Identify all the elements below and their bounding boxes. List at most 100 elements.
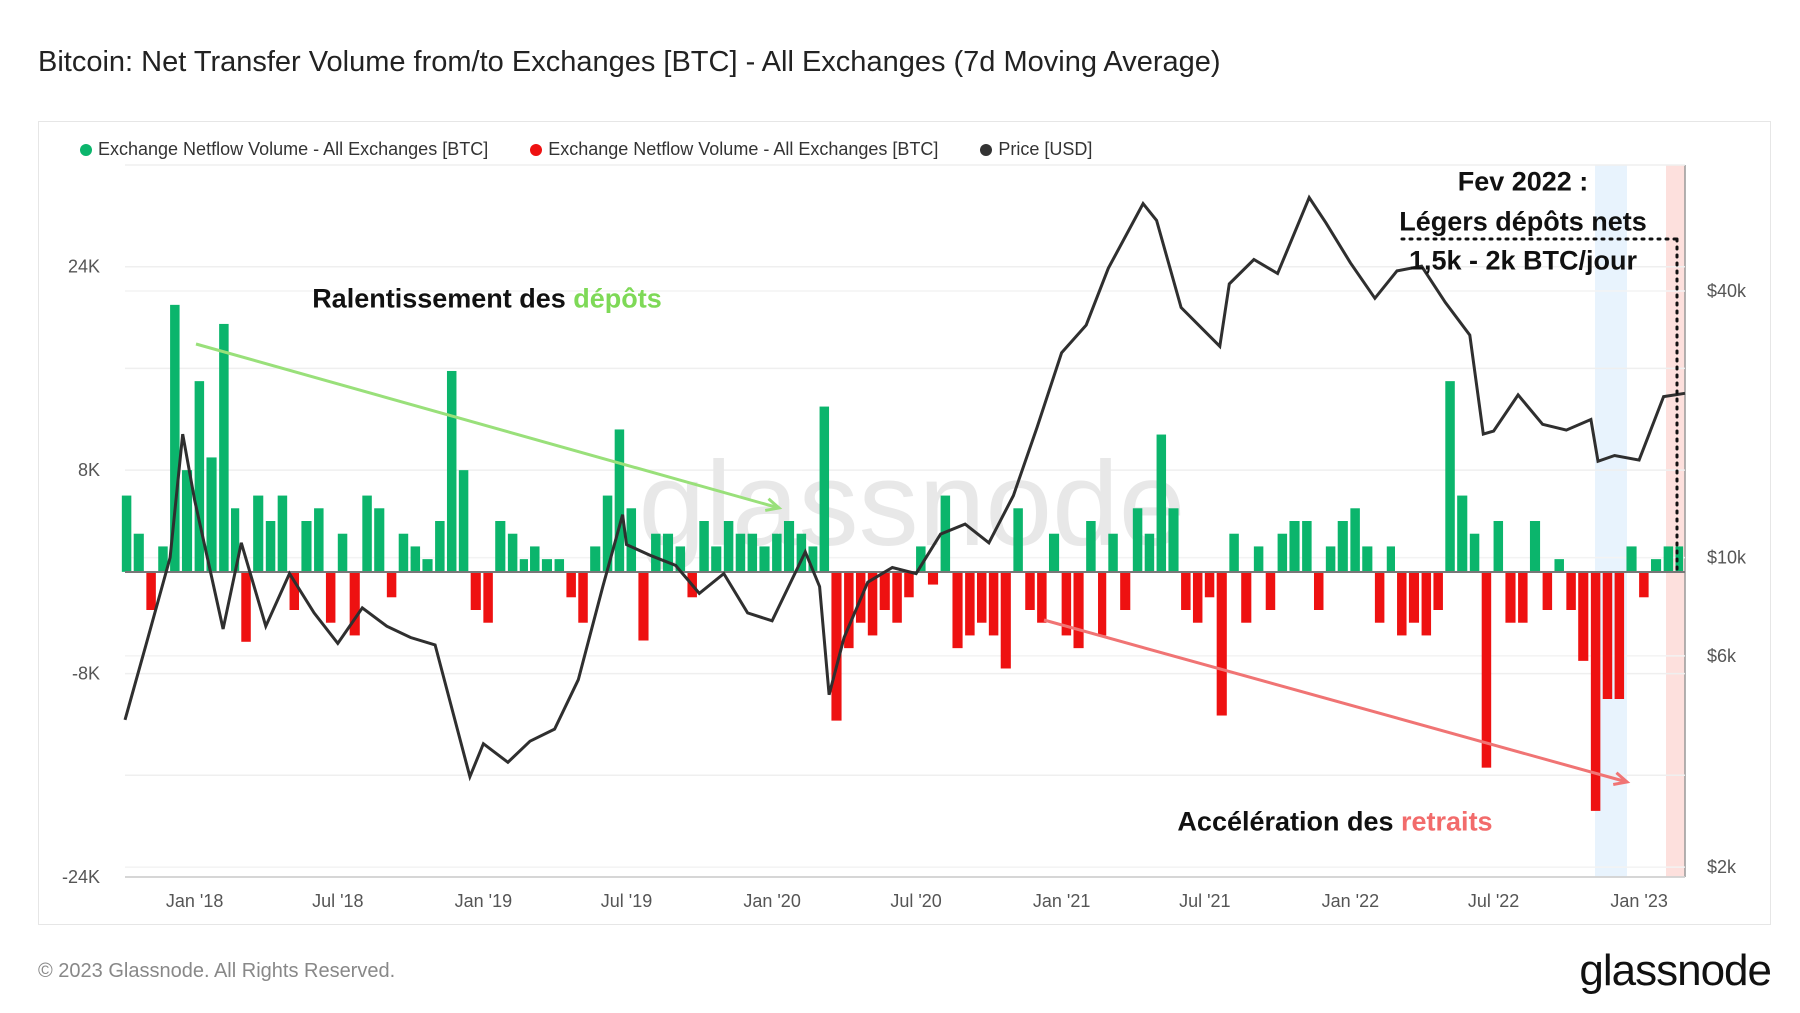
legend: Exchange Netflow Volume - All Exchanges … — [80, 139, 1092, 160]
netflow-bar-positive — [1650, 559, 1662, 572]
netflow-bar-positive — [1253, 546, 1264, 572]
netflow-bar-positive — [614, 429, 625, 572]
trend-arrow-withdrawals — [1043, 618, 1628, 784]
netflow-bar-negative — [1204, 571, 1215, 598]
netflow-bar-negative — [844, 571, 854, 649]
legend-item-netflow-negative[interactable]: Exchange Netflow Volume - All Exchanges … — [530, 139, 938, 160]
x-tick-label: Jan '22 — [1322, 891, 1379, 911]
netflow-bar-positive — [916, 546, 926, 572]
x-tick-label: Jan '19 — [455, 891, 512, 911]
netflow-bar-positive — [541, 559, 553, 572]
netflow-bar-positive — [410, 546, 421, 572]
netflow-bar-negative — [1590, 571, 1601, 811]
netflow-bar-positive — [1675, 546, 1684, 572]
legend-dot-icon — [530, 143, 543, 156]
netflow-bar-positive — [458, 470, 469, 572]
x-tick-label: Jul '18 — [312, 891, 363, 911]
netflow-bar-negative — [386, 571, 397, 598]
annotation-fev-line2: 1,5k - 2k BTC/jour — [1408, 245, 1638, 276]
netflow-bar-negative — [578, 571, 588, 623]
x-tick-label: Jan '21 — [1033, 891, 1090, 911]
netflow-bar-positive — [651, 533, 661, 572]
glassnode-logo[interactable]: glassnode — [1579, 946, 1772, 995]
netflow-bar-negative — [965, 571, 975, 636]
annotation-withdrawals: Accélération des retraits — [1177, 807, 1492, 838]
netflow-bar-negative — [1505, 571, 1516, 623]
netflow-bar-positive — [759, 546, 770, 572]
chart-frame — [38, 121, 1771, 925]
netflow-bar-negative — [349, 571, 360, 636]
netflow-bar-positive — [1626, 546, 1637, 572]
netflow-bar-negative — [470, 571, 481, 610]
netflow-bar-positive — [1144, 533, 1155, 572]
netflow-bar-positive — [819, 406, 830, 572]
netflow-bar-positive — [181, 470, 193, 572]
x-tick-label: Jul '19 — [601, 891, 652, 911]
netflow-bar-positive — [735, 533, 746, 572]
netflow-bar-positive — [1277, 533, 1288, 572]
netflow-bar-negative — [1313, 571, 1324, 610]
netflow-bar-negative — [1578, 571, 1589, 661]
annotation-highlight: retraits — [1401, 806, 1493, 837]
netflow-bar-positive — [435, 521, 445, 572]
netflow-bar-negative — [1374, 571, 1385, 623]
annotation-highlight: dépôts — [573, 283, 662, 314]
y-left-tick-label: 8K — [78, 460, 100, 480]
annotation-text: Ralentissement des — [312, 283, 574, 314]
copyright: © 2023 Glassnode. All Rights Reserved. — [38, 960, 396, 982]
netflow-bar-positive — [170, 304, 180, 572]
legend-item-price[interactable]: Price [USD] — [980, 139, 1092, 160]
x-tick-label: Jan '23 — [1610, 891, 1667, 911]
netflow-bar-positive — [1457, 495, 1468, 572]
netflow-bar-negative — [1037, 571, 1047, 623]
netflow-bar-positive — [1337, 521, 1348, 572]
netflow-bar-negative — [1192, 571, 1203, 623]
netflow-bar-positive — [711, 546, 722, 572]
netflow-bar-positive — [747, 533, 758, 572]
y-left-tick-label: 24K — [68, 257, 100, 277]
netflow-bar-negative — [638, 571, 649, 641]
netflow-bar-positive — [1529, 521, 1541, 572]
netflow-bar-positive — [699, 521, 709, 572]
y-right-tick-label: $2k — [1707, 857, 1737, 877]
netflow-bar-positive — [626, 508, 637, 572]
netflow-bar-positive — [121, 495, 132, 572]
annotation-text: Accélération des — [1177, 806, 1402, 837]
netflow-bar-positive — [1156, 434, 1167, 572]
chart-title: Bitcoin: Net Transfer Volume from/to Exc… — [38, 46, 1221, 78]
price-line — [123, 194, 1686, 782]
netflow-bar-negative — [892, 571, 902, 623]
netflow-bar-positive — [362, 495, 372, 572]
netflow-bar-positive — [1325, 546, 1336, 572]
legend-item-netflow-positive[interactable]: Exchange Netflow Volume - All Exchanges … — [80, 139, 488, 160]
trend-arrow-deposits-head-icon — [764, 497, 783, 512]
netflow-bar-positive — [808, 546, 818, 572]
netflow-bar-negative — [566, 571, 576, 598]
legend-label: Exchange Netflow Volume - All Exchanges … — [98, 139, 489, 159]
netflow-bar-positive — [231, 508, 240, 572]
netflow-bar-negative — [146, 571, 156, 610]
netflow-bar-negative — [1481, 571, 1492, 768]
netflow-bar-positive — [1554, 559, 1564, 572]
legend-dot-icon — [980, 143, 993, 156]
netflow-bar-negative — [976, 571, 987, 623]
netflow-bar-negative — [483, 571, 493, 623]
annotation-fev-title: Fev 2022 : — [1457, 166, 1589, 197]
netflow-bar-negative — [879, 571, 890, 610]
trend-arrow-withdrawals-head-icon — [1612, 771, 1631, 786]
netflow-bar-negative — [1421, 571, 1432, 636]
netflow-bar-positive — [662, 533, 674, 572]
netflow-bar-negative — [1614, 571, 1625, 699]
netflow-bar-positive — [1302, 521, 1312, 572]
netflow-bar-negative — [289, 571, 300, 610]
netflow-bar-positive — [1168, 508, 1179, 572]
netflow-bar-positive — [530, 546, 540, 572]
legend-label: Exchange Netflow Volume - All Exchanges … — [548, 139, 939, 159]
netflow-bar-negative — [1025, 571, 1035, 610]
netflow-bar-negative — [1397, 571, 1407, 636]
netflow-bar-negative — [831, 571, 842, 721]
netflow-bar-positive — [446, 370, 457, 572]
netflow-bar-positive — [1289, 521, 1300, 572]
y-right-tick-label: $40k — [1707, 281, 1747, 301]
